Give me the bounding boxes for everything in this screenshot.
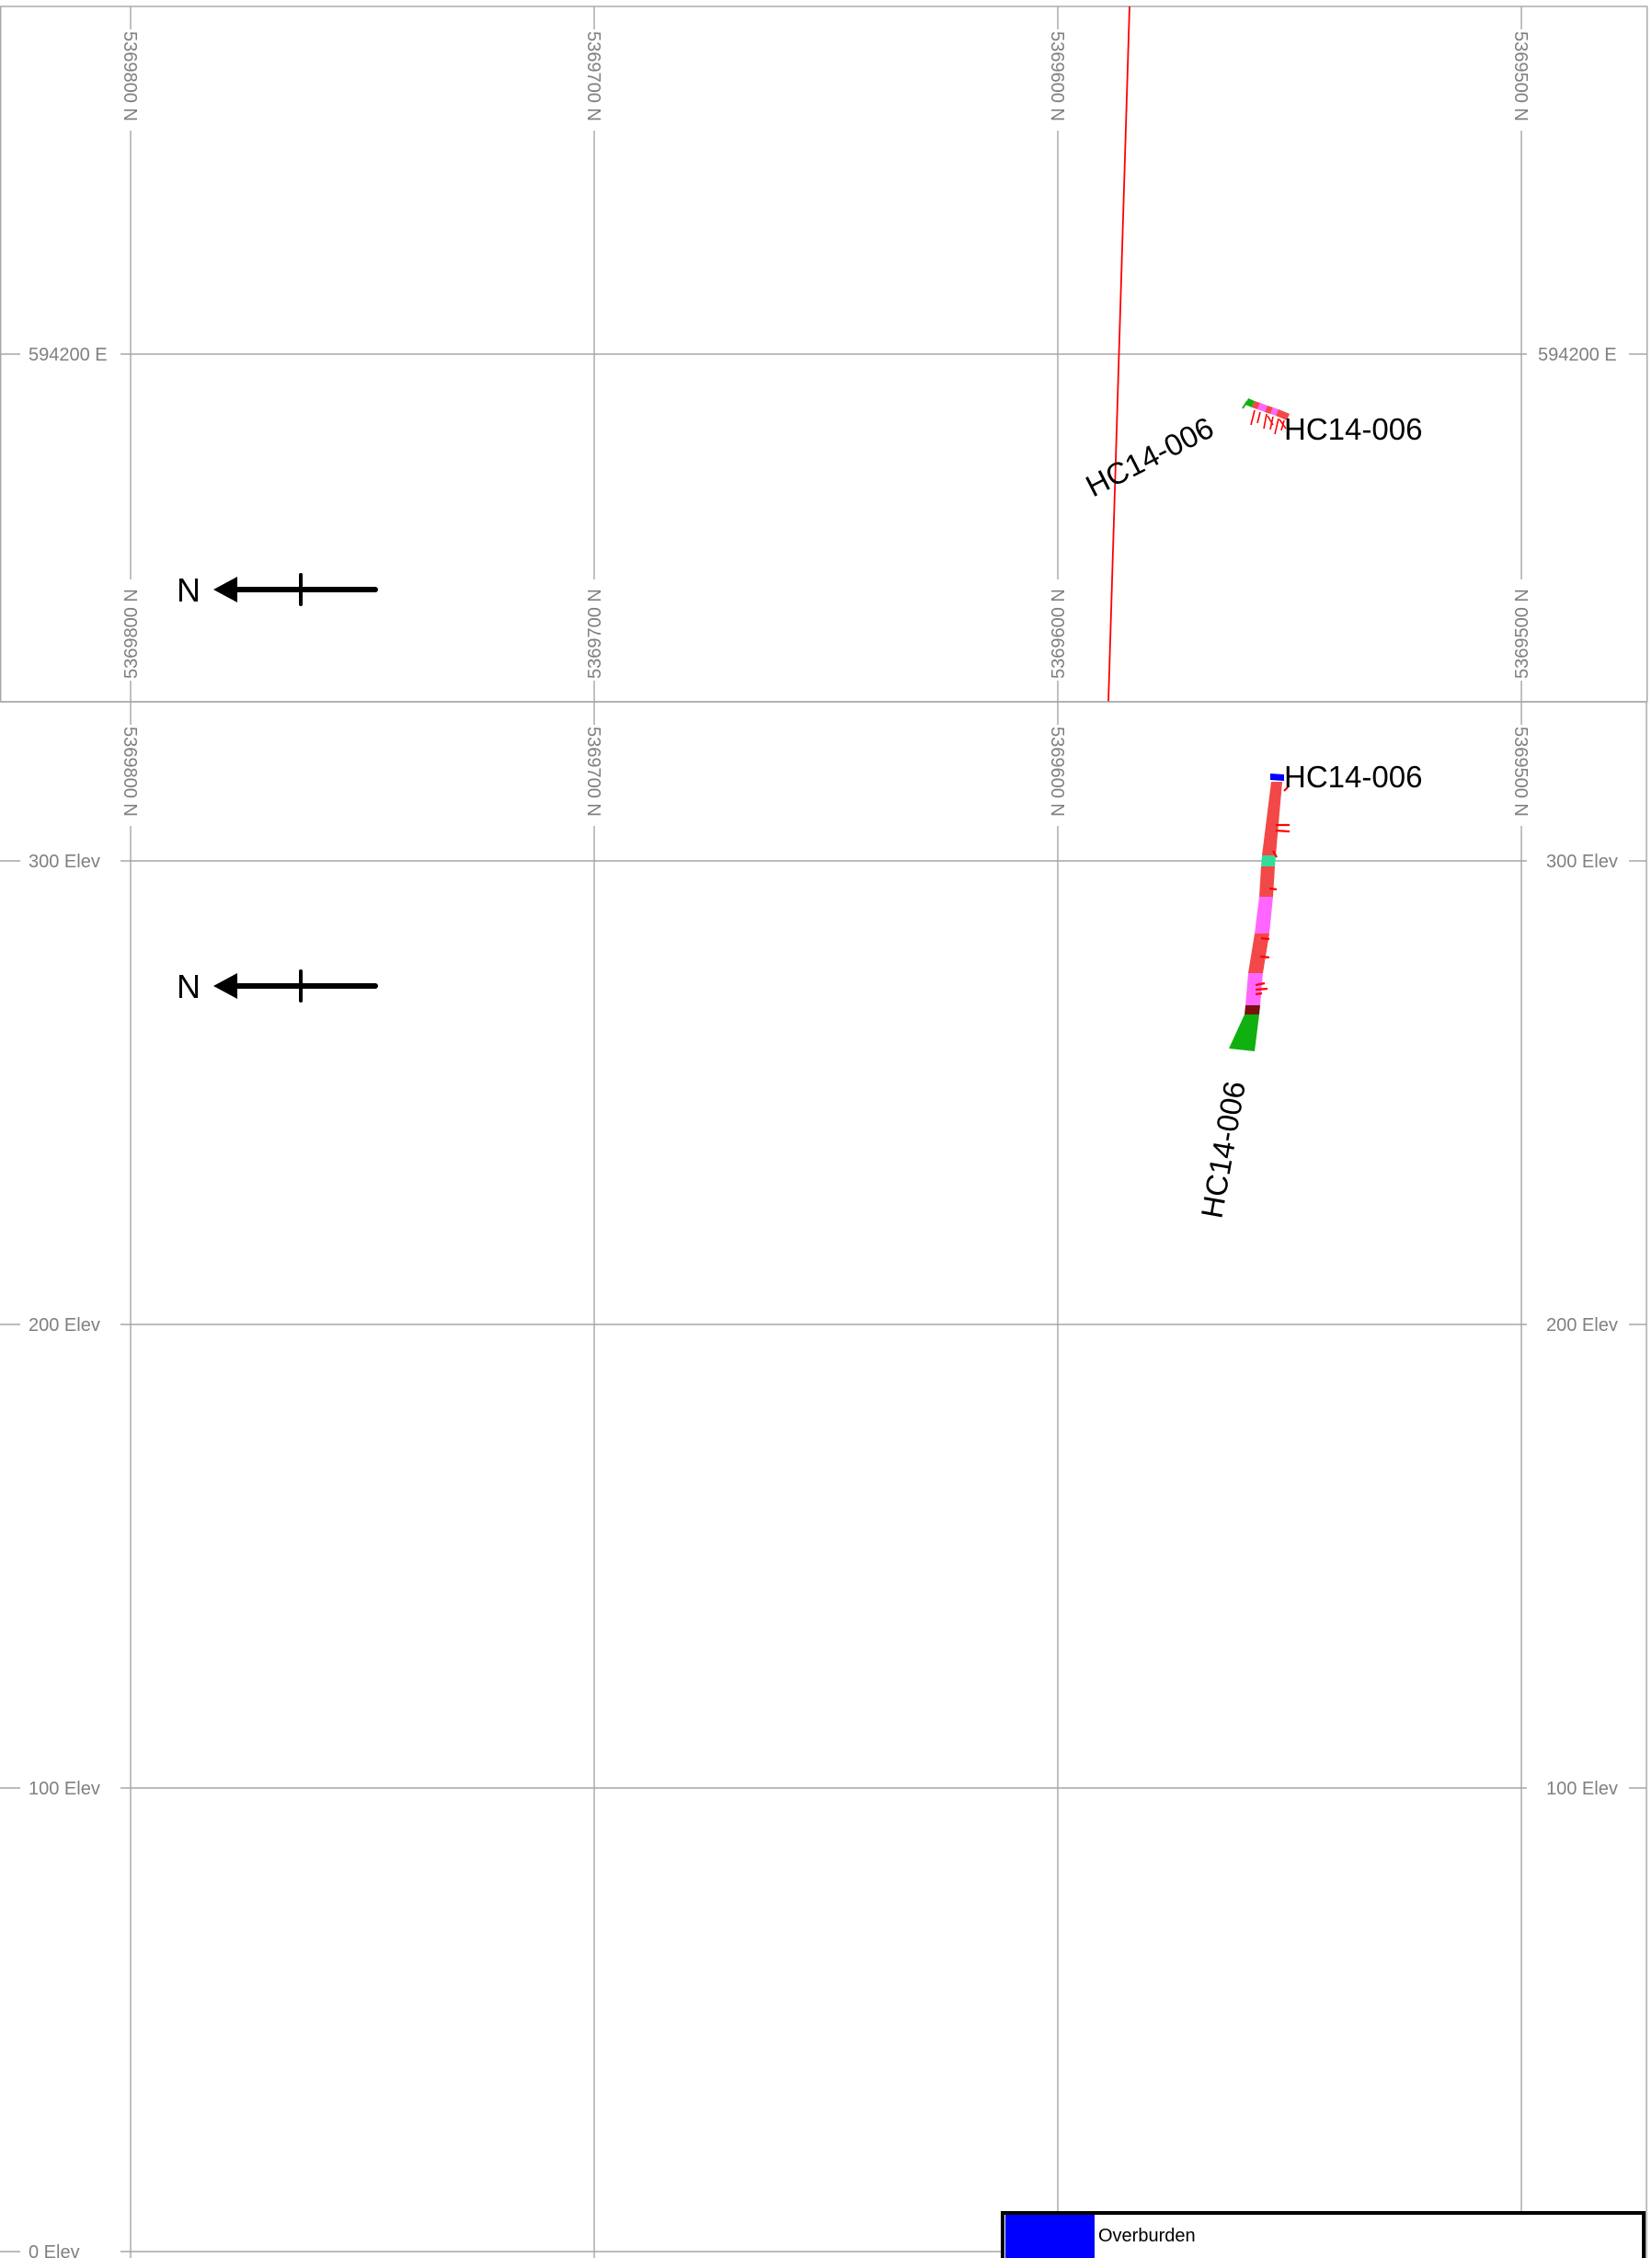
section-drill-hole-trace [1229, 774, 1291, 1051]
plan-hole-label-collar: HC14-006 [1284, 412, 1422, 446]
plan-northing-label-bottom-4: 5369500 N [1512, 589, 1532, 679]
section-northing-label-2: 5369700 N [583, 727, 603, 817]
plan-northing-label-bottom-1: 5369800 N [121, 589, 142, 679]
plan-north-arrow-label: N [177, 571, 201, 609]
section-hole-label-collar: HC14-006 [1284, 760, 1422, 794]
elevation-label-left-200: 200 Elev [29, 1315, 100, 1335]
section-northing-label-1: 5369800 N [120, 727, 140, 817]
elevation-label-right-100: 100 Elev [1546, 1779, 1618, 1799]
section-view: 5369800 N 5369700 N 5369600 N 5369500 N … [0, 701, 1647, 2258]
section-line [1107, 6, 1130, 703]
plan-easting-label-left: 594200 E [29, 345, 108, 365]
plan-drill-hole-trace [1242, 398, 1290, 435]
section-northing-label-3: 5369600 N [1047, 727, 1067, 817]
elevation-label-right-300: 300 Elev [1546, 852, 1618, 872]
elevation-label-left-100: 100 Elev [29, 1779, 100, 1799]
section-north-arrow-label: N [177, 968, 201, 1005]
legend-label-overburden: Overburden [1098, 2226, 1196, 2246]
plan-northing-label-top-2: 5369700 N [583, 31, 603, 121]
plan-northing-label-top-1: 5369800 N [120, 31, 140, 121]
legend: Overburden [1001, 2211, 1646, 2258]
plan-easting-label-right: 594200 E [1538, 345, 1617, 365]
elevation-label-left-0: 0 Elev [29, 2242, 80, 2258]
section-elevation-lines [0, 860, 1646, 2252]
legend-box [1001, 2211, 1646, 2258]
elevation-label-left-300: 300 Elev [29, 852, 100, 872]
plan-view: 5369800 N 5369700 N 5369600 N 5369500 N … [0, 6, 1648, 703]
section-north-arrow: N [177, 968, 378, 1005]
plan-north-arrow: N [177, 571, 378, 609]
legend-swatch-overburden [1005, 2215, 1095, 2258]
section-hole-label-trace: HC14-006 [1194, 1079, 1252, 1221]
plan-northing-label-bottom-3: 5369600 N [1049, 589, 1069, 679]
plan-hole-label-trace: HC14-006 [1080, 410, 1219, 503]
plan-northing-label-top-3: 5369600 N [1047, 31, 1067, 121]
plan-northing-label-bottom-2: 5369700 N [585, 589, 605, 679]
plan-northing-label-top-4: 5369500 N [1510, 31, 1531, 121]
elevation-label-right-200: 200 Elev [1546, 1315, 1618, 1335]
section-northing-label-4: 5369500 N [1510, 727, 1531, 817]
